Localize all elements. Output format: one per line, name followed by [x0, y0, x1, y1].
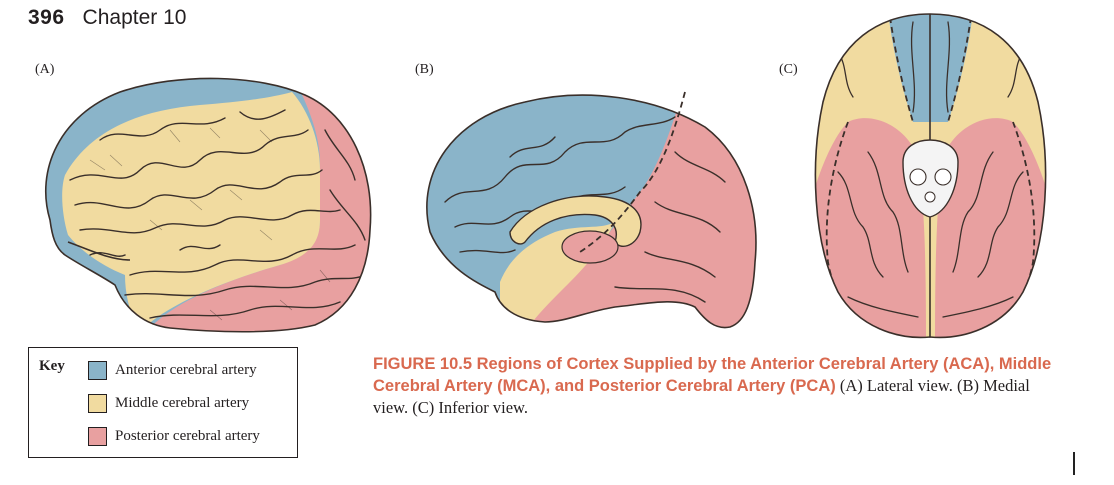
key-item-posterior: Posterior cerebral artery	[88, 424, 260, 448]
shading-strokes-a	[89, 127, 331, 321]
boundary-aca-c	[889, 16, 972, 123]
brain-inferior-view	[814, 13, 1047, 339]
outline-a	[45, 77, 372, 333]
lateral-sulcus-a	[67, 241, 131, 261]
boundary-aca-pca-b	[579, 91, 686, 253]
text-cursor	[1073, 452, 1075, 475]
outline-c	[814, 13, 1047, 339]
figure-caption: FIGURE 10.5 Regions of Cortex Supplied b…	[373, 353, 1053, 419]
anterior-swatch	[88, 360, 107, 380]
brainstem-c	[902, 139, 959, 218]
thalamus-b	[561, 230, 619, 264]
posterior-region-a	[140, 78, 371, 332]
posterior-region-c-left	[815, 118, 926, 338]
figure-caption-body: (A) Lateral view. (B) Medial view. (C) I…	[373, 376, 1030, 417]
panel-label-b: (B)	[415, 62, 434, 77]
page-number: 396	[28, 6, 65, 29]
key-label-middle: Middle cerebral artery	[115, 394, 250, 411]
posterior-region-c-right	[935, 118, 1046, 338]
chapter-label: Chapter 10	[82, 6, 187, 29]
key-label-posterior: Posterior cerebral artery	[115, 427, 260, 444]
key-item-middle: Middle cerebral artery	[88, 391, 249, 415]
key-label-anterior: Anterior cerebral artery	[115, 361, 257, 378]
brain-medial-view	[426, 91, 757, 329]
gyri-pattern-c	[837, 21, 1024, 318]
brain-lateral-view	[45, 77, 372, 333]
panel-label-a: (A)	[35, 62, 55, 77]
figure-title: FIGURE 10.5 Regions of Cortex Supplied b…	[373, 355, 1052, 395]
page-header: 396 Chapter 10	[28, 6, 186, 30]
posterior-swatch	[88, 426, 107, 446]
middle-swatch	[88, 393, 107, 413]
key-title: Key	[39, 358, 65, 374]
key-legend: Key Anterior cerebral artery Middle cere…	[28, 347, 298, 458]
key-item-anterior: Anterior cerebral artery	[88, 358, 257, 382]
gyri-pattern-a	[69, 109, 366, 319]
panel-label-c: (C)	[779, 62, 798, 77]
outline-b	[426, 94, 757, 329]
